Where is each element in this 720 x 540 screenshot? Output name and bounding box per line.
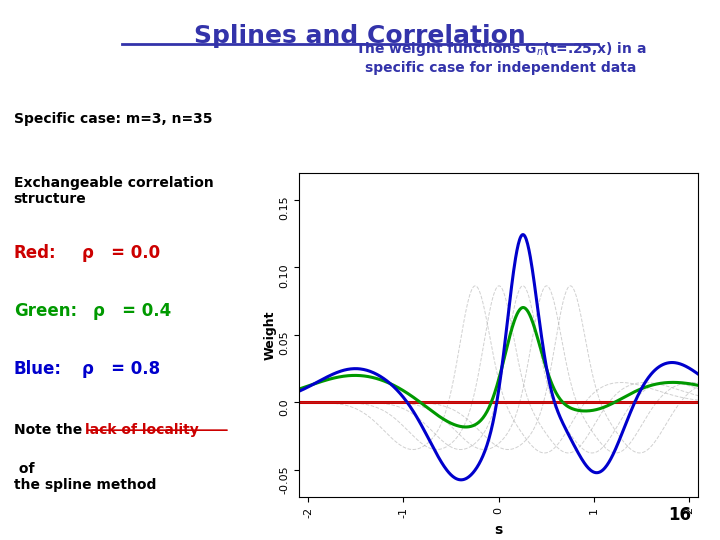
Text: ρ   = 0.8: ρ = 0.8	[82, 360, 161, 378]
Text: 16: 16	[668, 506, 691, 524]
X-axis label: s: s	[495, 523, 503, 537]
Text: Note the: Note the	[14, 423, 87, 437]
Text: Specific case: m=3, n=35: Specific case: m=3, n=35	[14, 112, 212, 126]
Text: Green:: Green:	[14, 302, 77, 320]
Text: of
the spline method: of the spline method	[14, 462, 156, 492]
Text: Red:: Red:	[14, 244, 56, 261]
Text: ρ   = 0.0: ρ = 0.0	[82, 244, 161, 261]
Text: Blue:: Blue:	[14, 360, 62, 378]
Y-axis label: Weight: Weight	[264, 310, 276, 360]
Text: The weight functions G$_n$(t=.25,x) in a
specific case for independent data: The weight functions G$_n$(t=.25,x) in a…	[354, 40, 647, 75]
Text: ρ   = 0.4: ρ = 0.4	[93, 302, 171, 320]
Text: Exchangeable correlation
structure: Exchangeable correlation structure	[14, 176, 213, 206]
Text: Splines and Correlation: Splines and Correlation	[194, 24, 526, 48]
Text: lack of locality: lack of locality	[85, 423, 199, 437]
